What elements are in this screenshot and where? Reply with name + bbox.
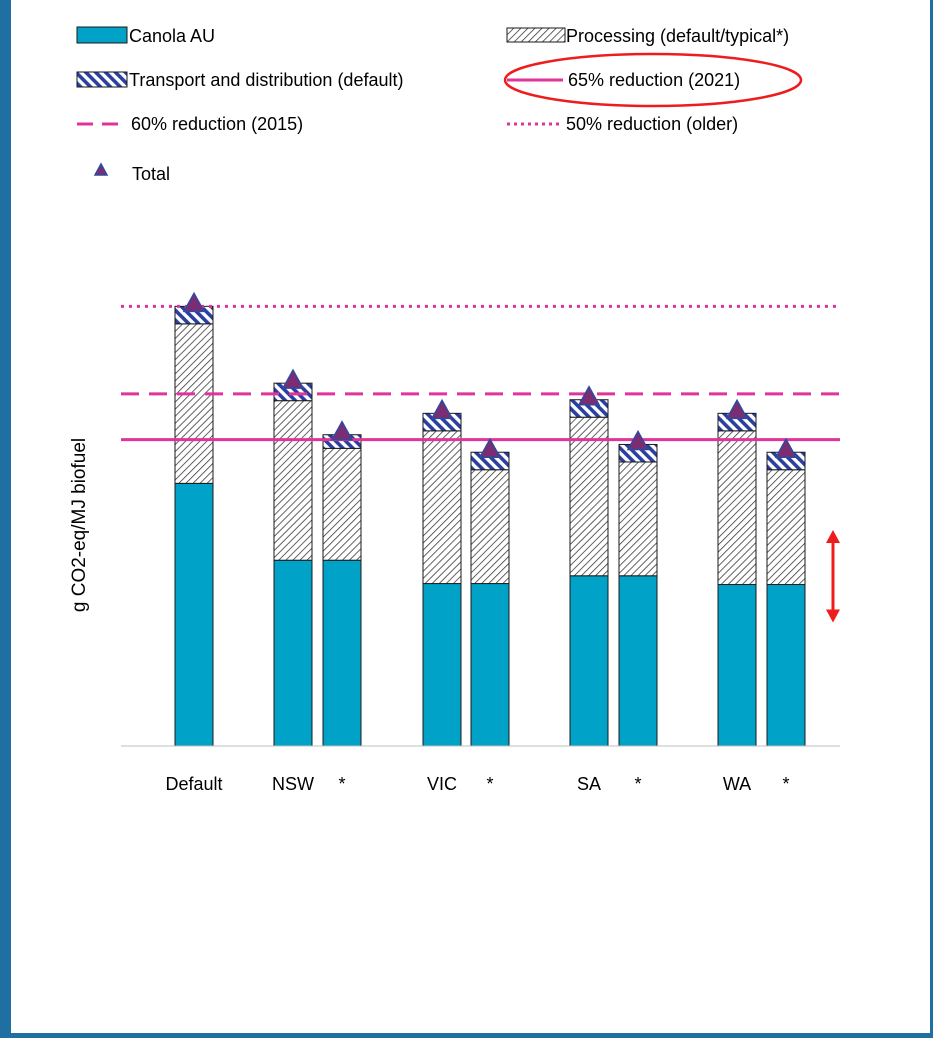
bar-processing-5 xyxy=(569,416,609,577)
x-tick-label-8: * xyxy=(782,774,789,794)
total-marker-3 xyxy=(430,398,454,420)
bar-processing-2 xyxy=(322,447,362,561)
range-arrow xyxy=(826,530,840,623)
legend-item-transport: Transport and distribution (default) xyxy=(76,70,403,90)
legend-label-transport: Transport and distribution (default) xyxy=(129,70,403,90)
legend-swatch-canola xyxy=(76,26,128,44)
total-marker-2 xyxy=(330,420,354,441)
legend-item-processing: Processing (default/typical*) xyxy=(506,26,789,46)
legend-label-processing: Processing (default/typical*) xyxy=(566,26,789,46)
legend-item-60-reduction: 60% reduction (2015) xyxy=(77,114,303,134)
range-arrow-head-bottom xyxy=(826,609,840,623)
bar-canola-0 xyxy=(174,482,214,747)
bar-canola-8 xyxy=(766,584,806,747)
bar-processing-4 xyxy=(470,469,510,585)
bar-processing-7 xyxy=(717,430,757,586)
legend-swatch-transport xyxy=(76,71,128,88)
bar-processing-6 xyxy=(618,461,658,577)
x-tick-label-5: SA xyxy=(577,774,601,794)
legend-label-canola: Canola AU xyxy=(129,26,215,46)
total-markers xyxy=(182,291,798,458)
x-tick-label-3: VIC xyxy=(427,774,457,794)
x-tick-label-4: * xyxy=(486,774,493,794)
legend-item-canola: Canola AU xyxy=(76,26,215,46)
x-tick-label-0: Default xyxy=(165,774,222,794)
legend-label-65-reduction: 65% reduction (2021) xyxy=(568,70,740,90)
total-marker-4 xyxy=(478,437,502,458)
x-tick-label-1: NSW xyxy=(272,774,314,794)
x-tick-label-7: WA xyxy=(723,774,751,794)
bar-canola-6 xyxy=(618,575,658,747)
total-marker-8 xyxy=(774,437,798,458)
legend-label-total: Total xyxy=(132,164,170,184)
bar-canola-1 xyxy=(273,559,313,747)
bar-processing-8 xyxy=(766,469,806,586)
bar-canola-2 xyxy=(322,559,362,747)
bar-processing-1 xyxy=(273,400,313,561)
x-tick-label-2: * xyxy=(338,774,345,794)
x-tick-labels: Default NSW * VIC * SA * WA * xyxy=(165,774,789,794)
bar-processing-3 xyxy=(422,430,462,585)
stacked-bar-chart: Canola AU Processing (default/typical*) … xyxy=(69,26,840,794)
legend-item-total: Total xyxy=(93,162,170,184)
legend-item-65-reduction: 65% reduction (2021) xyxy=(507,70,740,90)
total-marker-1 xyxy=(281,368,305,389)
bar-canola-7 xyxy=(717,584,757,747)
reference-lines xyxy=(121,304,840,442)
total-marker-0 xyxy=(182,291,206,313)
total-marker-7 xyxy=(725,398,749,420)
highlight-ellipse xyxy=(503,52,803,108)
x-tick-label-6: * xyxy=(634,774,641,794)
legend-label-50-reduction: 50% reduction (older) xyxy=(566,114,738,134)
bar-processing-0 xyxy=(174,323,214,484)
bar-canola-3 xyxy=(422,583,462,747)
y-axis-label: g CO2-eq/MJ biofuel xyxy=(69,438,90,612)
legend-item-50-reduction: 50% reduction (older) xyxy=(507,114,738,134)
range-arrow-head-top xyxy=(826,530,840,544)
legend: Canola AU Processing (default/typical*) … xyxy=(76,26,803,184)
legend-swatch-processing xyxy=(506,27,566,43)
legend-marker-total xyxy=(93,162,109,176)
bar-canola-5 xyxy=(569,575,609,747)
legend-label-60-reduction: 60% reduction (2015) xyxy=(131,114,303,134)
total-marker-5 xyxy=(577,385,601,406)
bar-canola-4 xyxy=(470,583,510,747)
total-marker-6 xyxy=(626,429,650,451)
bars xyxy=(174,305,806,747)
